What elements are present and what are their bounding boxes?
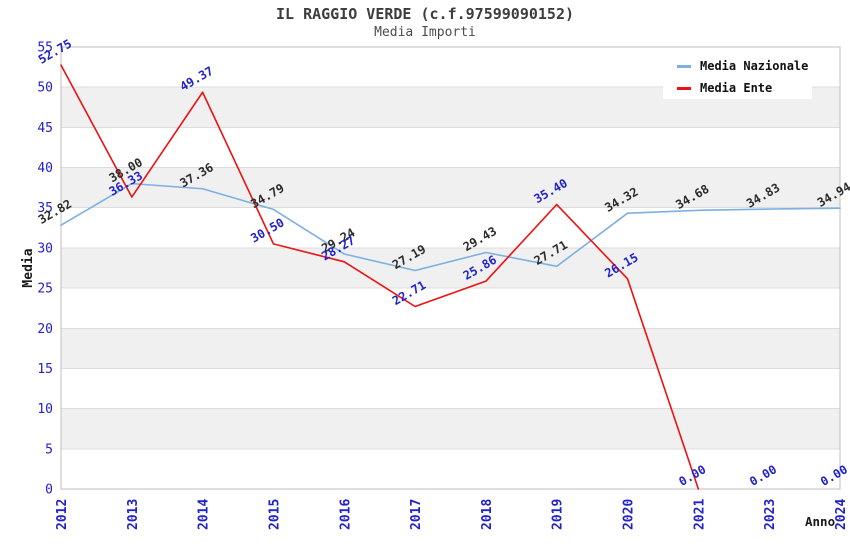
- chart-subtitle: Media Importi: [374, 25, 476, 40]
- x-axis-title: Anno: [805, 514, 836, 529]
- legend-item-media-nazionale: Media Nazionale: [677, 55, 812, 77]
- legend-label-media-ente: Media Ente: [700, 81, 773, 95]
- y-tick-label: 10: [37, 402, 53, 417]
- plot-band: [61, 448, 840, 489]
- x-tick-label: 2014: [197, 499, 212, 530]
- legend-item-media-ente: Media Ente: [677, 77, 812, 99]
- y-tick-label: 45: [37, 121, 53, 136]
- y-tick-label: 35: [37, 201, 53, 216]
- x-tick-label: 2013: [126, 499, 141, 530]
- plot-band: [61, 207, 840, 248]
- y-tick-label: 30: [37, 241, 53, 256]
- series-line-media-nazionale: [60, 182, 841, 272]
- x-tick-label: 2017: [409, 499, 424, 530]
- legend: Media Nazionale Media Ente: [663, 50, 812, 99]
- legend-label-media-nazionale: Media Nazionale: [700, 59, 809, 73]
- x-tick-label: 2016: [338, 499, 353, 530]
- x-tick-label: 2019: [551, 499, 566, 530]
- chart-title: IL RAGGIO VERDE (c.f.97599090152): [275, 5, 574, 23]
- plot-band: [61, 368, 840, 409]
- y-tick-label: 50: [37, 81, 53, 96]
- series-line-media-ente: [60, 64, 700, 490]
- plot-band: [61, 408, 840, 449]
- y-tick-label: 15: [37, 362, 53, 377]
- y-tick-label: 25: [37, 282, 53, 297]
- x-tick-label: 2023: [763, 499, 778, 530]
- legend-swatch-media-ente-icon: [677, 86, 691, 90]
- x-tick-label: 2012: [55, 499, 70, 530]
- y-tick-label: 5: [45, 442, 53, 457]
- y-tick-label: 40: [37, 161, 53, 176]
- y-tick-label: 0: [45, 483, 53, 498]
- x-tick-label: 2018: [480, 499, 495, 530]
- x-tick-label: 2020: [622, 499, 637, 530]
- x-tick-label: 2015: [267, 499, 282, 530]
- plot-band: [61, 288, 840, 329]
- x-tick-label: 2021: [692, 499, 707, 530]
- y-axis-title: Media: [21, 248, 36, 288]
- plot-band: [61, 247, 840, 289]
- plot-band: [61, 328, 840, 369]
- y-tick-label: 20: [37, 322, 53, 337]
- y-tick-label: 55: [37, 41, 53, 56]
- plot-border: [60, 46, 841, 490]
- plot-band: [61, 127, 840, 168]
- legend-swatch-media-nazionale-icon: [677, 64, 691, 68]
- x-tick-label: 2024: [834, 499, 849, 530]
